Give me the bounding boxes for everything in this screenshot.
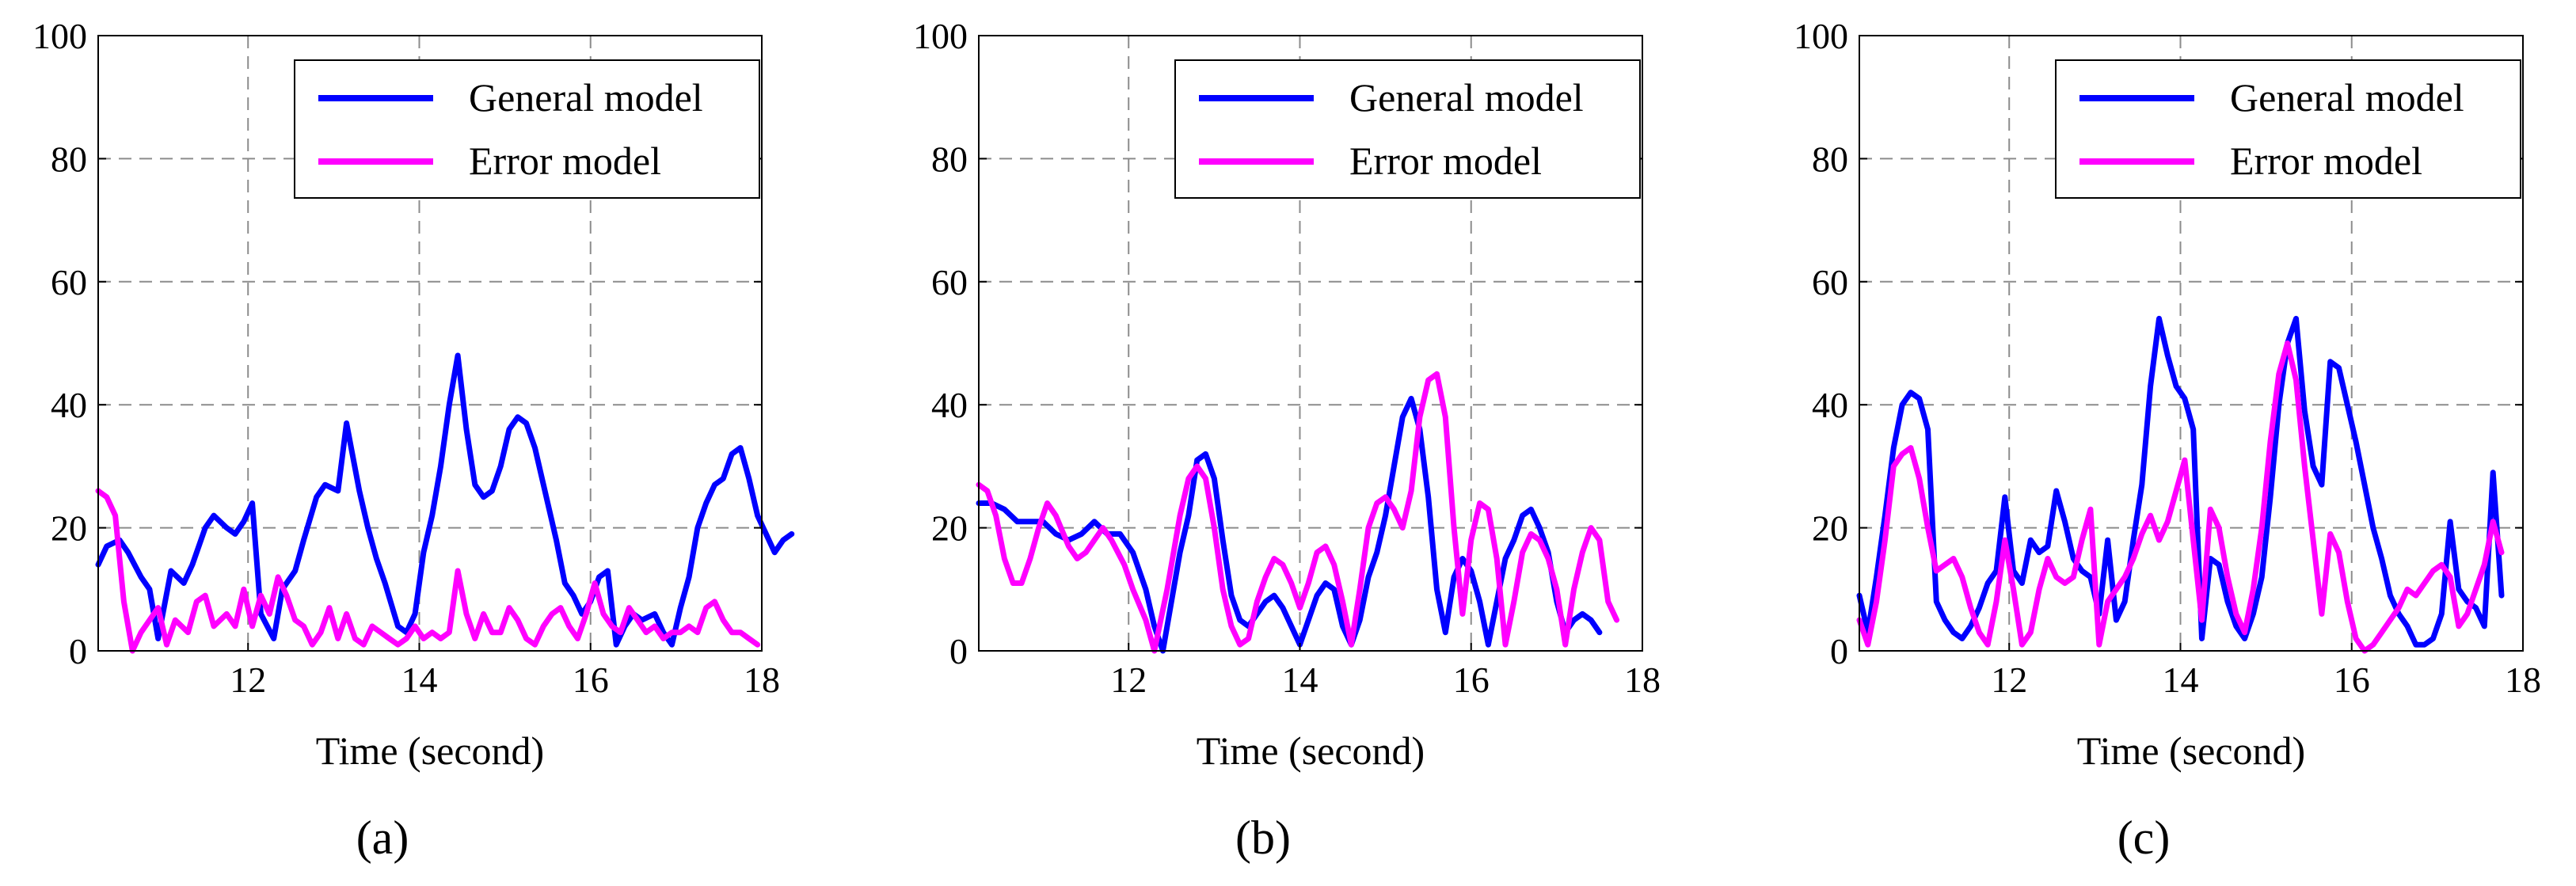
legend-label: General model bbox=[469, 75, 703, 120]
y-tick-label: 20 bbox=[931, 508, 968, 549]
y-tick-label: 0 bbox=[949, 631, 968, 671]
y-tick-label: 80 bbox=[931, 139, 968, 179]
series-line-general-model bbox=[976, 395, 1603, 654]
legend-label: Error model bbox=[2230, 139, 2422, 183]
series-line-general-model bbox=[95, 352, 795, 648]
x-tick-label: 14 bbox=[401, 660, 437, 700]
y-tick-label: 40 bbox=[931, 385, 968, 425]
x-tick-label: 12 bbox=[1991, 660, 2027, 700]
x-axis-label: Time (second) bbox=[2077, 728, 2305, 773]
y-tick-label: 20 bbox=[1812, 508, 1848, 549]
y-tick-label: 0 bbox=[69, 631, 87, 671]
x-tick-label: 18 bbox=[2505, 660, 2541, 700]
legend-label: General model bbox=[1349, 75, 1584, 120]
y-tick-label: 40 bbox=[51, 385, 87, 425]
legend: General model Error model bbox=[294, 59, 760, 199]
x-tick-label: 12 bbox=[230, 660, 266, 700]
y-tick-label: 100 bbox=[1794, 16, 1848, 56]
legend-box bbox=[1174, 59, 1641, 199]
x-tick-label: 16 bbox=[1453, 660, 1490, 700]
x-tick-label: 16 bbox=[573, 660, 609, 700]
panel-1: 0 20 40 60 80 100 12 14 16 18 Time (second) (a) Gene… bbox=[32, 16, 795, 864]
plot-frame bbox=[1859, 35, 2524, 652]
legend-label: General model bbox=[2230, 75, 2464, 120]
x-tick-label: 14 bbox=[2162, 660, 2198, 700]
legend-box bbox=[294, 59, 760, 199]
y-tick-label: 100 bbox=[32, 16, 87, 56]
series-line-error-model bbox=[95, 488, 761, 654]
x-tick-label: 12 bbox=[1110, 660, 1147, 700]
x-tick-label: 18 bbox=[744, 660, 780, 700]
y-tick-label: 60 bbox=[51, 262, 87, 302]
panel-label: (b) bbox=[1235, 812, 1291, 864]
x-tick-label: 16 bbox=[2334, 660, 2370, 700]
legend: General model Error model bbox=[1174, 59, 1641, 199]
x-tick-label: 14 bbox=[1281, 660, 1318, 700]
legend-label: Error model bbox=[469, 139, 661, 183]
y-tick-label: 60 bbox=[931, 262, 968, 302]
series-line-error-model bbox=[976, 371, 1620, 654]
legend: General model Error model bbox=[2055, 59, 2521, 199]
y-tick-label: 80 bbox=[1812, 139, 1848, 179]
x-tick-label: 18 bbox=[1624, 660, 1661, 700]
series-line-error-model bbox=[1856, 340, 2505, 654]
legend-box bbox=[2055, 59, 2521, 199]
plot-frame bbox=[978, 35, 1643, 652]
legend-label: Error model bbox=[1349, 139, 1542, 183]
series-line-general-model bbox=[1856, 315, 2505, 648]
y-tick-label: 0 bbox=[1830, 631, 1848, 671]
y-tick-label: 100 bbox=[913, 16, 968, 56]
panel-label: (a) bbox=[356, 812, 409, 864]
panel-3: 0 20 40 60 80 100 12 14 16 18 Time (second) (c) Gene… bbox=[1794, 16, 2541, 864]
y-tick-label: 20 bbox=[51, 508, 87, 549]
panel-label: (c) bbox=[2117, 812, 2171, 864]
x-axis-label: Time (second) bbox=[1197, 728, 1425, 773]
plot-frame bbox=[97, 35, 763, 652]
y-tick-label: 60 bbox=[1812, 262, 1848, 302]
panel-2: 0 20 40 60 80 100 12 14 16 18 Time (second) (b) Gene… bbox=[913, 16, 1661, 864]
y-tick-label: 80 bbox=[51, 139, 87, 179]
y-tick-label: 40 bbox=[1812, 385, 1848, 425]
x-axis-label: Time (second) bbox=[316, 728, 544, 773]
